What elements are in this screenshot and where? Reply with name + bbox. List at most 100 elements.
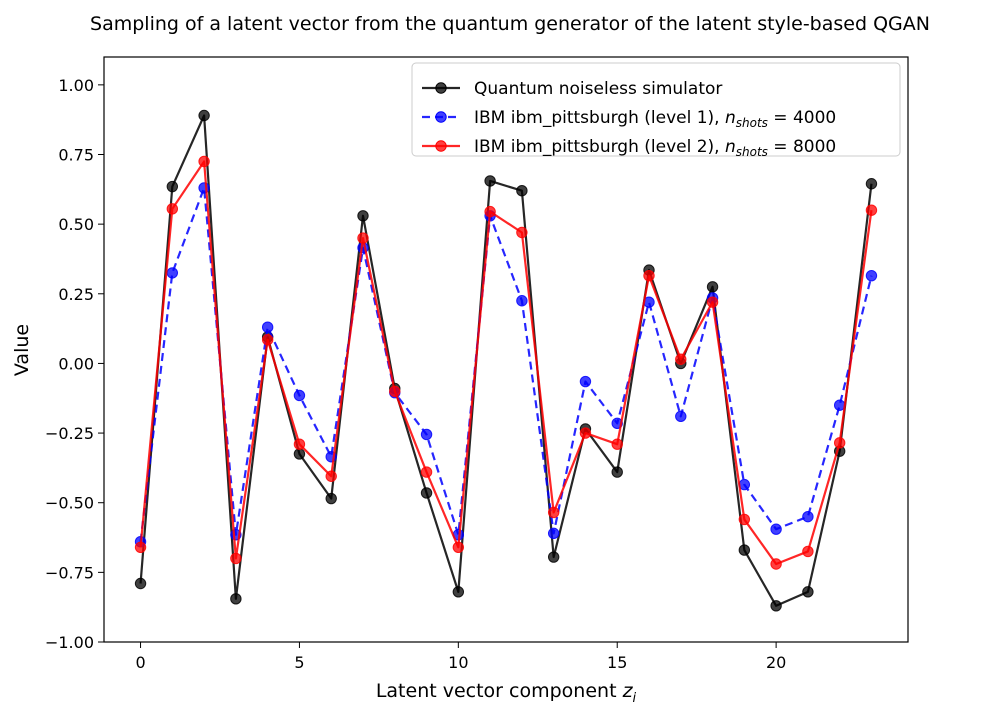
data-point: [134, 577, 147, 590]
legend-text: IBM ibm_pittsburgh (level 1),: [474, 108, 725, 128]
data-point: [261, 321, 274, 333]
data-point: [484, 175, 496, 187]
y-tick-label: −0.50: [45, 494, 94, 513]
data-point: [738, 513, 751, 526]
data-point: [325, 492, 337, 505]
data-point: [865, 178, 878, 190]
data-point: [802, 545, 814, 558]
data-point: [547, 527, 560, 540]
legend-marker: [435, 140, 447, 152]
data-point: [833, 437, 846, 449]
data-point: [802, 586, 814, 598]
data-point: [675, 353, 687, 365]
legend-marker: [435, 82, 447, 94]
chart-title: Sampling of a latent vector from the qua…: [90, 13, 930, 35]
data-point: [420, 428, 433, 441]
data-point: [230, 593, 242, 605]
data-point: [802, 510, 814, 523]
data-point: [770, 600, 782, 612]
legend-text: IBM ibm_pittsburgh (level 2),: [474, 137, 725, 157]
legend-box: [411, 62, 901, 157]
y-tick-label: 0.00: [58, 354, 94, 373]
legend-value: = 8000: [768, 137, 836, 157]
y-tick-label: 0.25: [58, 285, 94, 304]
x-tick-label: 15: [607, 653, 627, 672]
data-point: [293, 448, 306, 460]
data-point: [516, 226, 528, 239]
data-point: [611, 466, 623, 478]
x-tick-label: 5: [294, 653, 304, 672]
data-point: [198, 182, 210, 194]
y-tick-label: −1.00: [45, 633, 94, 652]
data-point: [198, 109, 210, 122]
data-point: [865, 204, 878, 216]
series-layer: [134, 109, 878, 612]
data-point: [166, 267, 179, 279]
data-point: [357, 210, 369, 222]
data-point: [293, 438, 306, 450]
data-point: [166, 180, 179, 193]
data-point: [357, 232, 369, 244]
data-point: [293, 389, 306, 402]
data-point: [611, 438, 623, 450]
data-point: [261, 334, 274, 346]
series-1: [134, 182, 878, 548]
series-2: [134, 155, 878, 570]
data-point: [579, 375, 592, 388]
y-tick-label: −0.25: [45, 424, 94, 443]
data-point: [547, 506, 560, 519]
y-tick-label: 1.00: [58, 76, 94, 95]
data-point: [865, 269, 878, 282]
data-point: [420, 487, 433, 499]
legend-subscript: shots: [736, 145, 768, 159]
data-point: [706, 296, 719, 308]
data-point: [325, 470, 337, 482]
plot-frame: [103, 56, 909, 643]
data-point: [166, 203, 179, 215]
legend-label: IBM ibm_pittsburgh (level 1), nshots = 4…: [474, 108, 836, 130]
x-tick-label: 10: [448, 653, 468, 672]
y-tick-label: 0.50: [58, 215, 94, 234]
legend-subscript: shots: [736, 116, 768, 130]
x-axis-label-subscript: i: [633, 691, 637, 706]
data-point: [134, 541, 147, 553]
data-point: [770, 523, 782, 535]
x-axis-label-variable: z: [622, 680, 634, 702]
legend: Quantum noiseless simulator IBM ibm_pitts…: [411, 62, 901, 159]
legend-text: Quantum noiseless simulator: [474, 79, 722, 99]
data-point: [452, 586, 465, 598]
data-point: [579, 427, 592, 439]
data-point: [452, 541, 465, 553]
data-point: [738, 544, 751, 556]
x-tick-label: 0: [135, 653, 145, 672]
y-tick-label: −0.75: [45, 563, 94, 582]
x-axis: 0 5 10 15 20: [135, 642, 786, 672]
series-line: [139, 186, 873, 542]
x-axis-label: Latent vector component zi: [376, 680, 637, 706]
legend-value: = 4000: [768, 108, 836, 128]
data-point: [706, 281, 719, 293]
data-point: [420, 466, 433, 478]
y-tick-label: 0.75: [58, 146, 94, 165]
data-point: [198, 155, 210, 168]
x-axis-label-text: Latent vector component: [376, 680, 623, 702]
series-line: [139, 160, 873, 566]
data-point: [770, 558, 782, 570]
legend-marker: [435, 111, 447, 123]
data-point: [675, 410, 687, 423]
data-point: [230, 552, 242, 565]
x-tick-label: 20: [766, 653, 786, 672]
data-point: [389, 385, 401, 397]
legend-variable: n: [725, 137, 736, 157]
data-point: [547, 551, 560, 563]
legend-label: Quantum noiseless simulator: [474, 79, 722, 99]
data-point: [516, 185, 528, 197]
data-point: [484, 205, 496, 218]
data-point: [516, 295, 528, 307]
legend-label: IBM ibm_pittsburgh (level 2), nshots = 8…: [474, 137, 836, 159]
legend-variable: n: [725, 108, 736, 128]
y-axis: −1.00 −0.75 −0.50 −0.25 0.00 0.25 0.50 0.75 1.00: [45, 76, 104, 652]
data-point: [643, 269, 655, 282]
y-axis-label: Value: [11, 324, 33, 376]
